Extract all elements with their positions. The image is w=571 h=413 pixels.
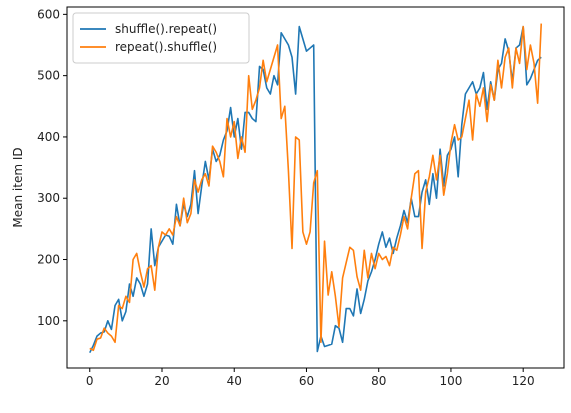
plot-frame [66,6,565,369]
y-tick-label: 600 [37,7,60,21]
series-line-repeat-shuffle [89,23,543,352]
legend-box [72,12,250,64]
x-tick-label: 40 [227,374,242,388]
legend: shuffle().repeat() repeat().shuffle() [72,12,250,64]
y-tick-label: 400 [37,130,60,144]
y-tick-label: 500 [37,69,60,83]
legend-label-repeat-shuffle: repeat().shuffle() [115,40,217,54]
x-tick-label: 120 [512,374,535,388]
x-tick-label: 20 [154,374,169,388]
y-tick-label: 200 [37,253,60,267]
series-line-shuffle-repeat [89,25,542,354]
y-axis: 100 200 300 400 500 600 [37,7,67,328]
x-tick-label: 80 [371,374,386,388]
y-tick-label: 100 [37,314,60,328]
y-tick-label: 300 [37,191,60,205]
legend-label-shuffle-repeat: shuffle().repeat() [115,22,217,36]
y-axis-label: Mean item ID [11,147,25,227]
x-axis: 0 20 40 60 80 100 120 [86,368,535,388]
series-layer [89,23,543,354]
x-tick-label: 60 [299,374,314,388]
x-tick-label: 100 [439,374,462,388]
x-tick-label: 0 [86,374,94,388]
